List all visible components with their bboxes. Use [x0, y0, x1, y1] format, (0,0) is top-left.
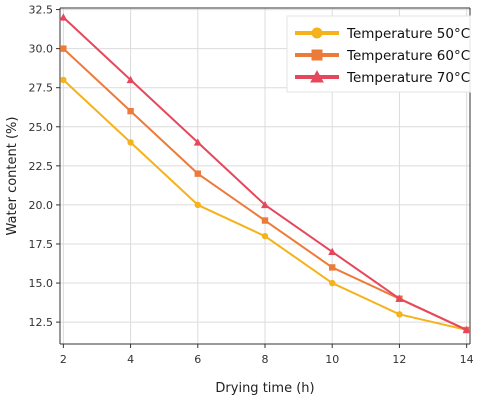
- y-tick-label: 12.5: [29, 316, 54, 329]
- x-tick-label: 6: [194, 353, 201, 366]
- data-point: [194, 201, 201, 209]
- x-axis-label: Drying time (h): [215, 381, 314, 396]
- x-tick-label: 14: [460, 353, 474, 366]
- legend-label: Temperature 50°C: [346, 26, 470, 42]
- x-tick-label: 12: [392, 353, 406, 366]
- x-tick-label: 2: [60, 353, 67, 366]
- data-point: [127, 139, 134, 146]
- data-point: [462, 325, 471, 334]
- y-tick-label: 15.0: [29, 277, 54, 290]
- legend-swatch-marker: [311, 27, 323, 39]
- x-tick-label: 8: [262, 353, 269, 366]
- y-tick-label: 17.5: [29, 238, 54, 251]
- x-tick-label: 4: [127, 353, 134, 366]
- data-point: [328, 247, 337, 255]
- data-point: [261, 217, 269, 224]
- legend-label: Temperature 70°C: [346, 70, 470, 86]
- data-point: [60, 76, 67, 84]
- data-point: [261, 200, 269, 209]
- data-point: [127, 107, 134, 115]
- data-point: [60, 45, 67, 52]
- x-tick-label: 10: [325, 353, 339, 366]
- data-point: [59, 13, 68, 21]
- data-point: [126, 75, 135, 84]
- data-point: [194, 170, 201, 177]
- tick-labels: 2 4 6 8 10 12 14 12.5 15.0 17.5 20.0 22.5 25.0 27.5 30…: [29, 4, 474, 366]
- y-tick-label: 20.0: [29, 199, 54, 212]
- y-tick-label: 22.5: [29, 160, 54, 173]
- data-point: [329, 279, 336, 287]
- y-tick-label: 30.0: [29, 43, 54, 56]
- y-axis-label: Water content (%): [5, 117, 20, 236]
- legend: Temperature 50°C Temperature 60°C Temperat…: [286, 15, 471, 93]
- data-point: [395, 294, 404, 302]
- series-lines: [59, 13, 471, 334]
- y-tick-label: 25.0: [29, 121, 54, 134]
- y-tick-label: 27.5: [29, 82, 54, 95]
- data-point: [329, 264, 336, 271]
- legend-label: Temperature 60°C: [346, 48, 470, 64]
- data-point: [193, 138, 202, 146]
- y-tick-label: 32.5: [29, 4, 54, 17]
- data-point: [261, 232, 269, 240]
- data-point: [396, 311, 403, 318]
- legend-swatch-marker: [311, 49, 323, 61]
- legend-swatch-marker: [310, 70, 324, 83]
